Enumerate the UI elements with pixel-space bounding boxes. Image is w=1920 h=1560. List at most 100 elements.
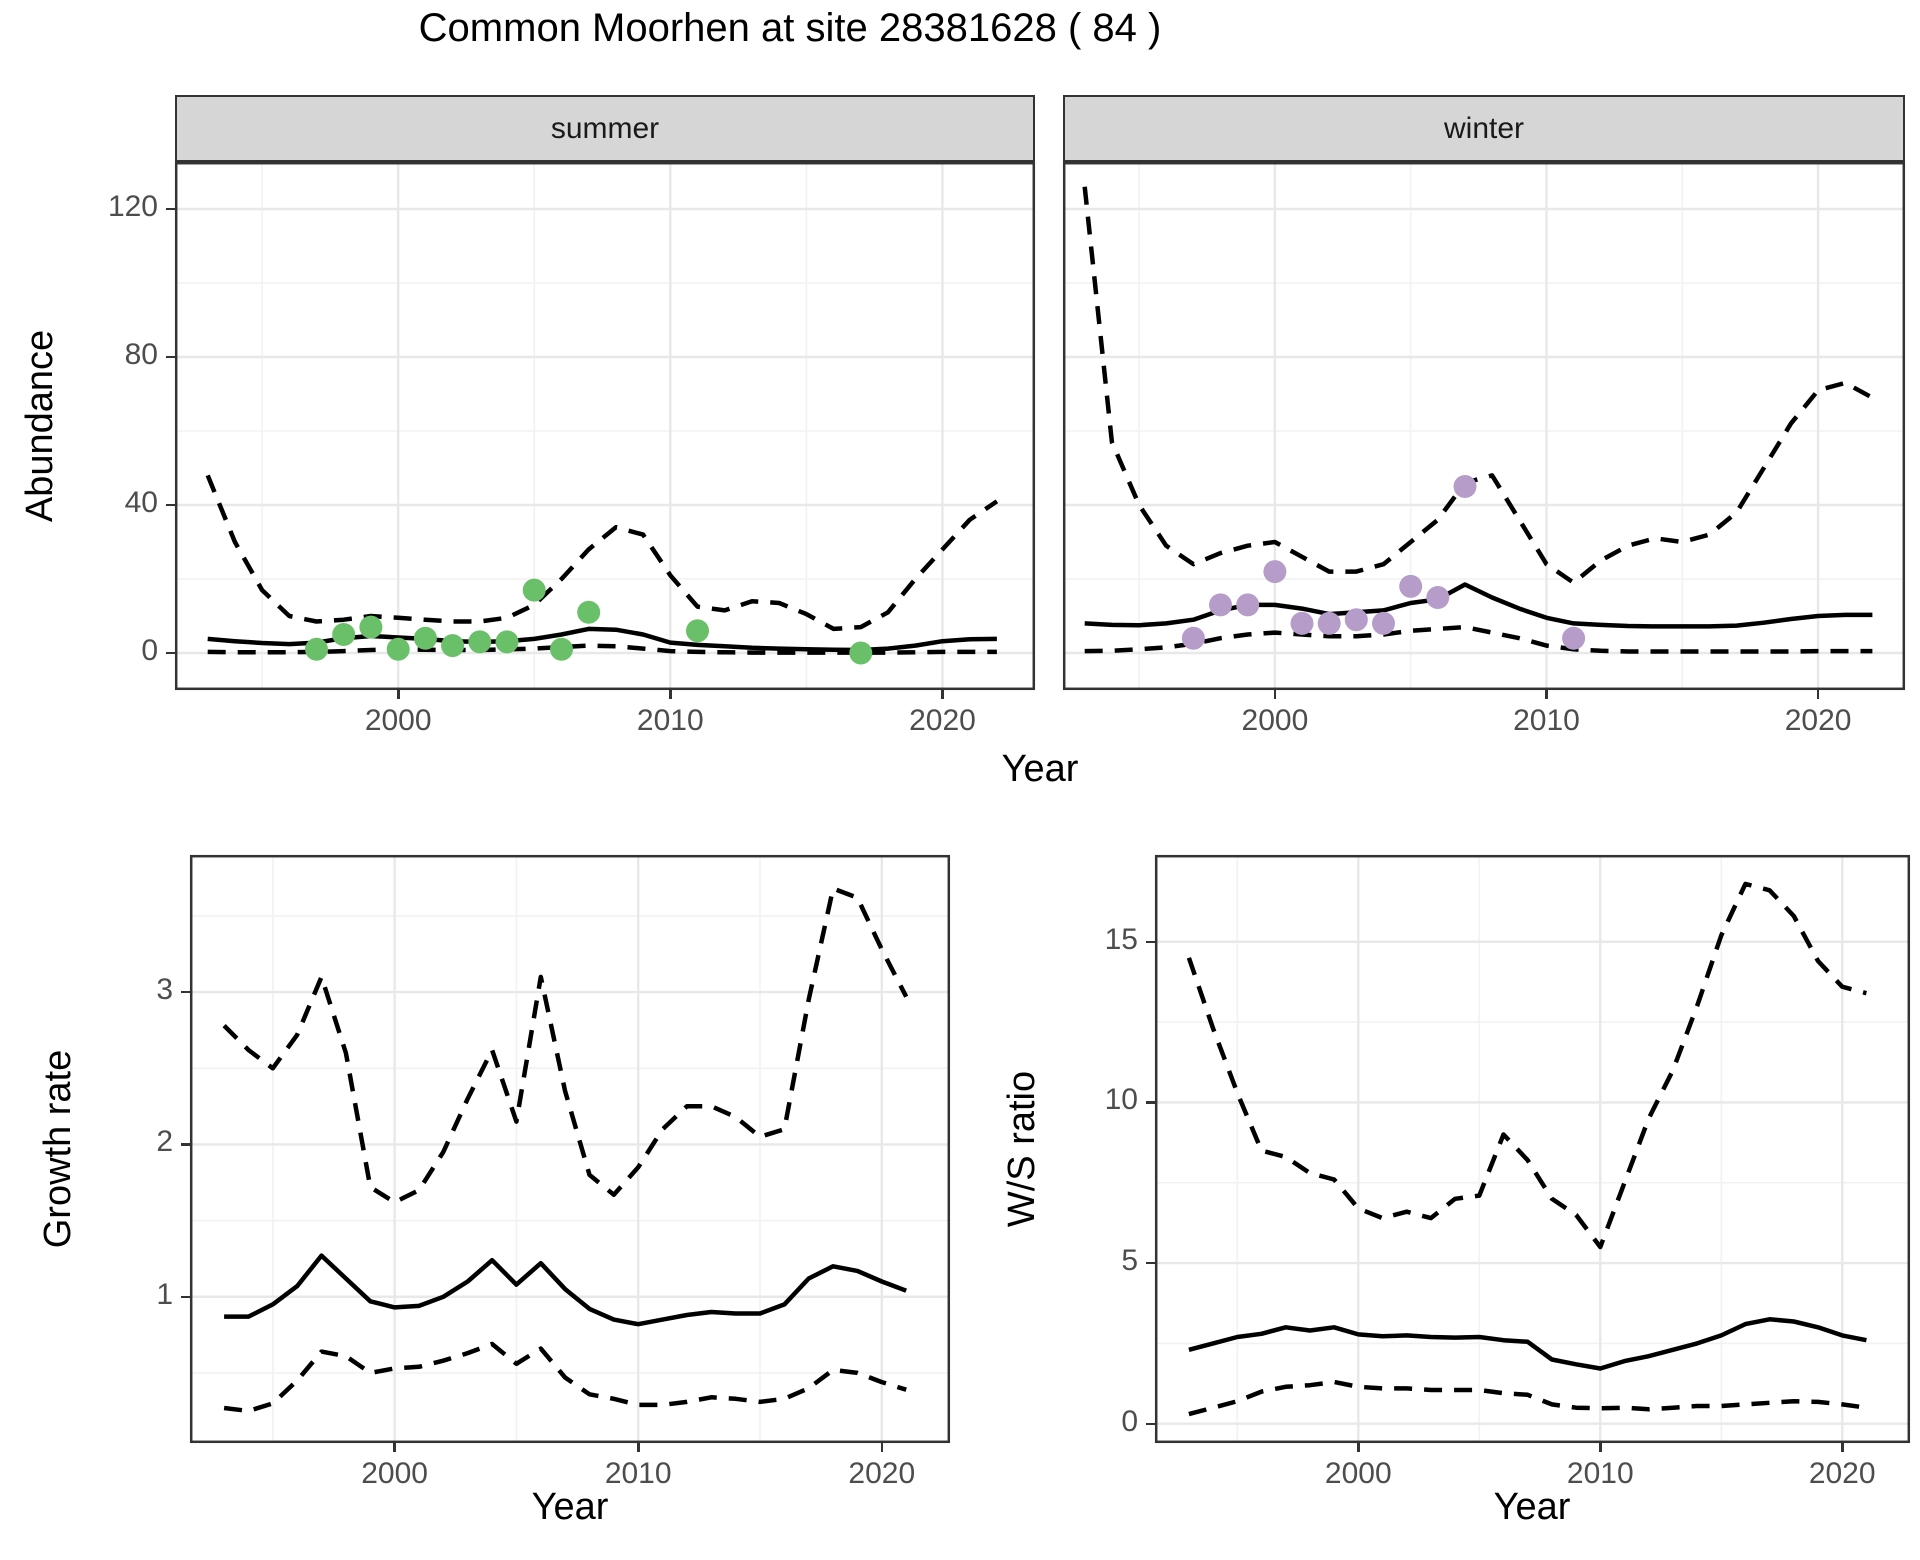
x-tick-label: 2010: [1513, 704, 1580, 737]
winter-data-point: [1453, 475, 1477, 498]
winter-lower-ci-line: [1084, 624, 1873, 654]
winter-data-point: [1290, 611, 1314, 635]
growth-panel: [189, 854, 951, 1444]
y-tick-mark: [1146, 1261, 1155, 1265]
facet-strip-summer: summer: [175, 95, 1035, 162]
growth-upper-ci-line: [222, 886, 909, 1205]
summer-data-point: [522, 578, 546, 602]
summer-data-point: [332, 623, 356, 646]
y-tick-label: 80: [124, 338, 158, 371]
summer-data-point: [495, 630, 519, 654]
panel-border: [189, 854, 951, 1444]
x-tick-mark: [1545, 690, 1548, 699]
summer-data-point: [468, 630, 492, 654]
facet-label-winter: winter: [1443, 111, 1525, 145]
winter-data-point: [1209, 593, 1232, 617]
panel-border: [1154, 854, 1911, 1444]
x-tick-mark: [1599, 1443, 1602, 1452]
summer-data-point: [359, 615, 383, 639]
panel-background: [175, 162, 1035, 690]
x-tick-mark: [1357, 1443, 1360, 1452]
y-tick-mark: [166, 355, 175, 359]
x-tick-mark: [393, 1443, 396, 1452]
summer-panel: [174, 161, 1036, 691]
summer-lower-ci-line: [207, 643, 997, 655]
y-tick-label: 0: [1121, 1404, 1138, 1438]
x-tick-label: 2010: [604, 1457, 672, 1490]
panel-border: [1062, 161, 1906, 691]
y-tick-mark: [1146, 1101, 1155, 1104]
growth-fit-line: [224, 1253, 907, 1327]
y-tick-label: 15: [1104, 922, 1138, 956]
x-tick-mark: [880, 1443, 884, 1452]
growth-lower-ci-line: [223, 1341, 907, 1414]
x-tick-label: 2000: [364, 704, 432, 737]
y-tick-mark: [1146, 1422, 1155, 1425]
x-tick-mark: [1273, 690, 1277, 699]
x-tick-mark: [637, 1443, 640, 1452]
summer-data-point: [550, 637, 573, 661]
y-tick-mark: [1146, 940, 1155, 944]
panel-border: [174, 161, 1036, 691]
y-tick-label: 1: [156, 1277, 173, 1311]
winter-data-point: [1399, 574, 1423, 598]
x-tick-label: 2020: [909, 704, 976, 737]
y-tick-mark: [181, 1295, 190, 1299]
x-tick-label: 2000: [1324, 1457, 1392, 1490]
summer-data-point: [441, 634, 465, 658]
y-tick-label: 0: [141, 634, 158, 667]
y-tick-label: 5: [1121, 1244, 1138, 1278]
winter-data-point: [1426, 586, 1450, 609]
winter-panel: [1062, 161, 1906, 691]
winter-data-point: [1263, 560, 1287, 584]
y-tick-mark: [166, 207, 175, 211]
winter-data-point: [1236, 593, 1260, 617]
x-tick-label: 2000: [361, 1457, 428, 1490]
winter-data-point: [1344, 608, 1368, 632]
summer-data-point: [386, 637, 410, 661]
x-tick-mark: [669, 690, 672, 699]
x-tick-mark: [941, 690, 944, 699]
y-tick-mark: [166, 651, 175, 655]
y-tick-label: 10: [1104, 1083, 1138, 1117]
x-tick-mark: [1841, 1443, 1844, 1452]
x-tick-mark: [1816, 690, 1820, 699]
x-tick-label: 2010: [636, 704, 704, 737]
x-axis-title-year-growth: Year: [531, 1486, 609, 1528]
ws-lower-ci-line: [1188, 1379, 1867, 1417]
panel-background: [190, 855, 950, 1443]
winter-data-point: [1562, 626, 1586, 650]
x-tick-label: 2010: [1566, 1457, 1634, 1490]
facet-label-summer: summer: [550, 111, 660, 145]
x-axis-title-year-top: Year: [1001, 748, 1079, 790]
y-tick-label: 120: [107, 190, 158, 223]
x-tick-label: 2020: [1784, 704, 1852, 737]
winter-upper-ci-line: [1082, 186, 1874, 585]
summer-data-point: [686, 619, 709, 643]
ws-panel: [1154, 854, 1911, 1444]
summer-data-point: [413, 626, 437, 650]
figure-title: Common Moorhen at site 28381628 ( 84 ): [418, 6, 1162, 50]
x-tick-label: 2020: [848, 1457, 916, 1490]
panel-background: [1155, 855, 1910, 1443]
summer-data-point: [577, 600, 601, 624]
y-tick-mark: [181, 990, 190, 994]
y-tick-label: 2: [156, 1125, 173, 1159]
summer-upper-ci-line: [205, 474, 999, 632]
summer-data-point: [849, 641, 873, 665]
summer-data-point: [305, 637, 328, 661]
x-tick-label: 2000: [1241, 704, 1309, 737]
y-tick-label: 40: [124, 486, 158, 519]
y-tick-label: 3: [156, 973, 173, 1007]
winter-data-point: [1372, 611, 1395, 635]
x-tick-mark: [397, 690, 400, 699]
y-tick-mark: [166, 503, 175, 507]
winter-data-point: [1181, 626, 1205, 650]
y-tick-mark: [181, 1143, 190, 1146]
ws-fit-line: [1188, 1317, 1867, 1371]
ws-upper-ci-line: [1186, 881, 1867, 1250]
winter-data-point: [1317, 611, 1341, 635]
x-tick-label: 2020: [1808, 1457, 1876, 1490]
